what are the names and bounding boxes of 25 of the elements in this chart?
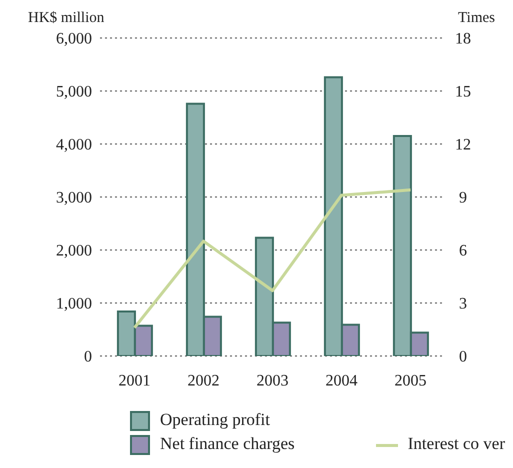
- x-tick-label: 2001: [118, 372, 150, 390]
- y2-tick-label: 3: [459, 296, 467, 313]
- y-tick-label: 4,000: [56, 136, 92, 154]
- y-tick-label: 6,000: [56, 30, 92, 48]
- x-tick-label: 2004: [326, 372, 358, 390]
- y-tick-label: 5,000: [56, 84, 92, 101]
- line-series: [133, 188, 412, 330]
- y-axis-title: HK$ million: [28, 10, 104, 27]
- y2-tick-label: 6: [459, 242, 467, 260]
- y-tick-label: 0: [84, 348, 92, 366]
- legend-label: Net finance charges: [160, 434, 295, 453]
- legend-label: Interest co ver: [408, 434, 505, 453]
- y2-tick-label: 15: [455, 84, 471, 101]
- y2-axis-title: Times: [458, 10, 495, 27]
- legend-label: Operating profit: [160, 410, 270, 429]
- y-tick-label: 1,000: [56, 296, 92, 313]
- y2-tick-label: 12: [455, 136, 471, 154]
- x-tick-label: 2003: [256, 372, 288, 390]
- y-tick-label: 2,000: [56, 242, 92, 260]
- y2-tick-label: 18: [455, 30, 471, 48]
- y-tick-label: 3,000: [56, 190, 92, 207]
- x-tick-label: 2002: [188, 372, 220, 390]
- y2-tick-label: 9: [459, 190, 467, 207]
- y2-tick-label: 0: [459, 348, 467, 366]
- x-tick-label: 2005: [394, 372, 426, 390]
